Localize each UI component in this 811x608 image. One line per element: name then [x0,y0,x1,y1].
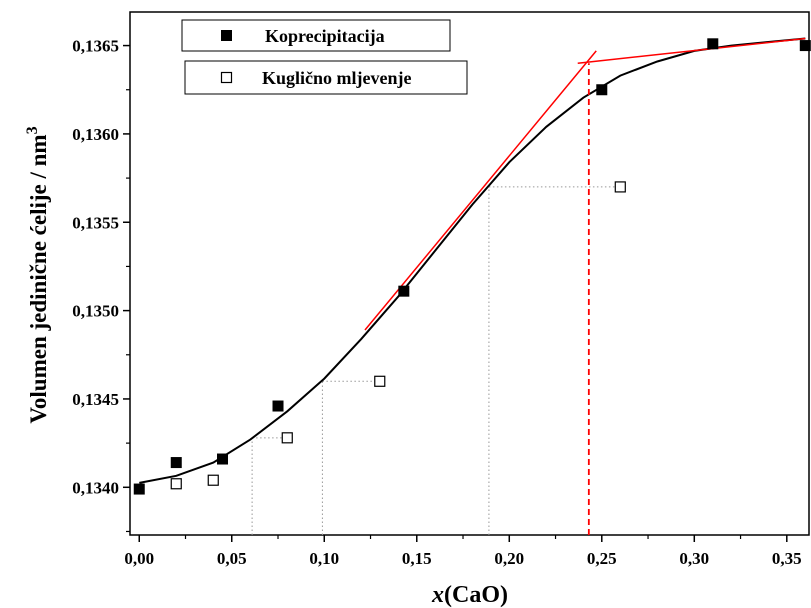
point-koprecipitacija [596,84,608,96]
legend-label-koprecipitacija: Koprecipitacija [265,26,385,46]
x-tick-label: 0,25 [587,549,617,568]
x-axis-title: x(CaO) [431,582,508,608]
legend-marker-open [220,71,233,84]
point-koprecipitacija [398,285,410,297]
x-axis-ticks: 0,00 0,05 0,10 0,15 0,20 0,25 0,30 0,35 [124,535,802,568]
x-tick-label: 0,05 [217,549,247,568]
point-kuglicno [614,181,626,193]
point-koprecipitacija [133,483,145,495]
point-koprecipitacija [217,453,229,465]
x-tick-label: 0,10 [309,549,339,568]
y-tick-label: 0,1350 [72,302,119,321]
tangent-lines [364,37,806,535]
y-tick-label: 0,1365 [72,37,119,56]
point-koprecipitacija [272,400,284,412]
fit-curve-group [139,37,806,484]
x-tick-label: 0,00 [124,549,154,568]
y-axis-ticks: 0,1340 0,1345 0,1350 0,1355 0,1360 0,1365 [72,37,130,533]
legend-marker-filled [221,30,232,41]
dotted-guides [251,186,621,535]
y-tick-label: 0,1345 [72,390,119,409]
y-tick-label: 0,1355 [72,213,119,232]
x-axis-title-italic: x [431,582,444,608]
legend-label-kuglicno: Kuglično mljevenje [262,68,411,88]
y-axis-title-sup: 3 [24,126,41,134]
x-tick-label: 0,35 [772,549,802,568]
point-kuglicno [207,474,219,486]
x-tick-label: 0,30 [679,549,709,568]
x-tick-label: 0,15 [402,549,432,568]
plot-frame [129,11,810,536]
legend: Koprecipitacija Kuglično mljevenje [181,19,468,95]
x-axis-title-rest: (CaO) [444,582,508,608]
point-kuglicno [170,478,182,490]
fit-curve [139,37,806,484]
y-tick-label: 0,1340 [72,478,119,497]
x-tick-label: 0,20 [494,549,524,568]
point-koprecipitacija [707,38,719,50]
point-kuglicno [281,432,293,444]
tangent-line [577,37,806,64]
point-koprecipitacija [170,457,182,469]
tangent-line [364,50,597,331]
y-axis-title: Volumen jedinične ćelije / nm3 [24,126,51,423]
data-points [133,38,811,495]
point-koprecipitacija [799,40,811,52]
y-tick-label: 0,1360 [72,125,119,144]
y-axis-title-main: Volumen jedinične ćelije / nm [26,134,51,423]
point-kuglicno [374,375,386,387]
